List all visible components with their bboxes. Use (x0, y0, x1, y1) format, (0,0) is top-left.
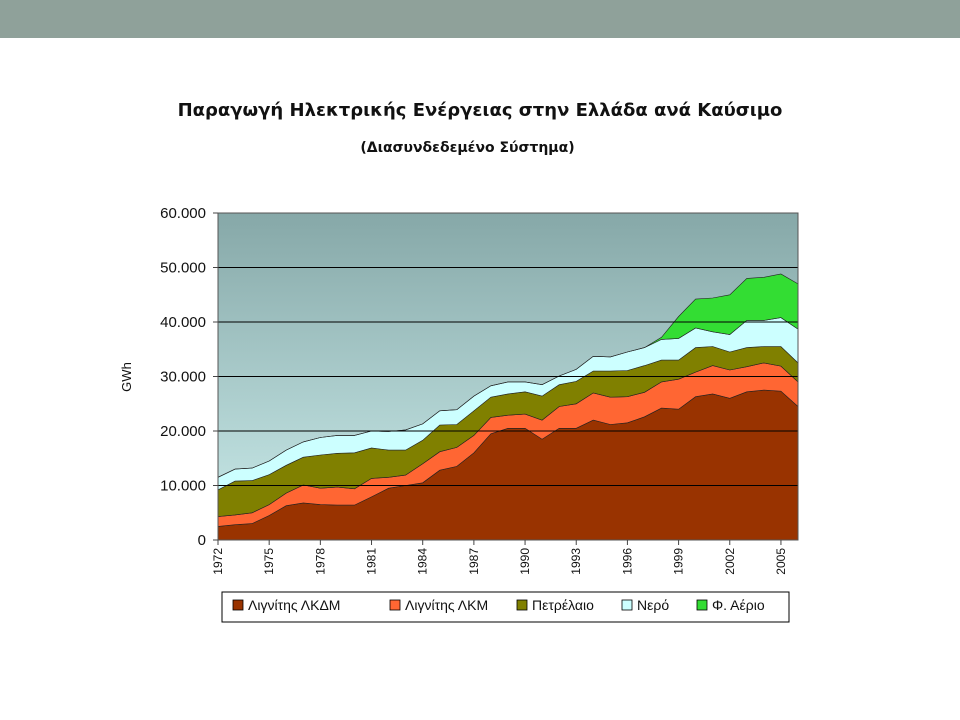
y-axis-label: GWh (119, 362, 134, 392)
chart-title: Παραγωγή Ηλεκτρικής Ενέργειας στην Ελλάδ… (177, 100, 783, 121)
legend-label: Λιγνίτης ΛΚΜ (405, 597, 488, 613)
top-bar (0, 0, 960, 38)
y-tick-label: 60.000 (160, 205, 206, 222)
legend-label: Φ. Αέριο (712, 597, 765, 613)
legend-label: Πετρέλαιο (532, 597, 594, 613)
y-tick-label: 10.000 (160, 478, 206, 495)
legend-label: Νερό (637, 597, 669, 613)
x-tick-label: 1990 (518, 548, 532, 575)
x-tick-label: 1975 (262, 548, 276, 575)
x-tick-label: 1981 (365, 548, 379, 575)
x-tick-label: 1999 (672, 548, 686, 575)
legend-swatch (621, 599, 633, 611)
y-tick-label: 50.000 (160, 260, 206, 277)
x-tick-label: 2002 (723, 548, 737, 575)
y-tick-label: 0 (198, 532, 206, 549)
x-tick-label: 1993 (569, 548, 583, 575)
legend-swatch (232, 599, 244, 611)
y-axis: 0 10.000 20.000 30.000 40.000 50.000 60.000 (160, 205, 218, 549)
y-tick-label: 30.000 (160, 369, 206, 386)
x-axis: 1972 1975 1978 1981 1984 1987 1990 1993 1996 1999… (211, 540, 788, 575)
legend-box (221, 591, 790, 623)
x-tick-label: 1978 (313, 548, 327, 575)
y-tick-label: 20.000 (160, 423, 206, 440)
x-tick-label: 2005 (774, 548, 788, 575)
y-tick-label: 40.000 (160, 314, 206, 331)
x-tick-label: 1984 (416, 548, 430, 575)
x-tick-label: 1987 (467, 548, 481, 575)
legend-swatch (516, 599, 528, 611)
legend-swatch (389, 599, 401, 611)
legend-label: Λιγνίτης ΛΚΔΜ (248, 597, 340, 613)
chart-subtitle: (Διασυνδεδεμένο Σύστημα) (360, 140, 575, 156)
x-tick-label: 1996 (620, 548, 634, 575)
legend: Λιγνίτης ΛΚΔΜ Λιγνίτης ΛΚΜ Πετρέλαιο Νερό Φ.… (221, 591, 790, 623)
legend-swatch (696, 599, 708, 611)
x-tick-label: 1972 (211, 548, 225, 575)
